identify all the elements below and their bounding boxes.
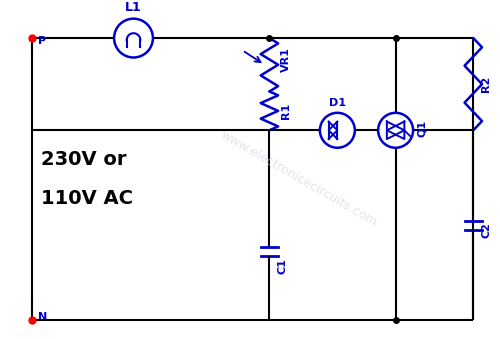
- Text: Q1: Q1: [417, 120, 427, 137]
- Text: www.electronicecircuits.com: www.electronicecircuits.com: [218, 128, 380, 229]
- Text: L1: L1: [125, 1, 142, 14]
- Text: C2: C2: [481, 222, 491, 238]
- Text: C1: C1: [277, 258, 287, 274]
- Text: 110V AC: 110V AC: [42, 189, 134, 208]
- Text: R2: R2: [481, 76, 491, 92]
- Text: VR1: VR1: [281, 47, 291, 72]
- Text: D1: D1: [329, 98, 346, 108]
- Text: P: P: [38, 36, 46, 46]
- Text: R1: R1: [281, 103, 291, 119]
- Text: N: N: [38, 312, 48, 322]
- Text: 230V or: 230V or: [42, 150, 127, 169]
